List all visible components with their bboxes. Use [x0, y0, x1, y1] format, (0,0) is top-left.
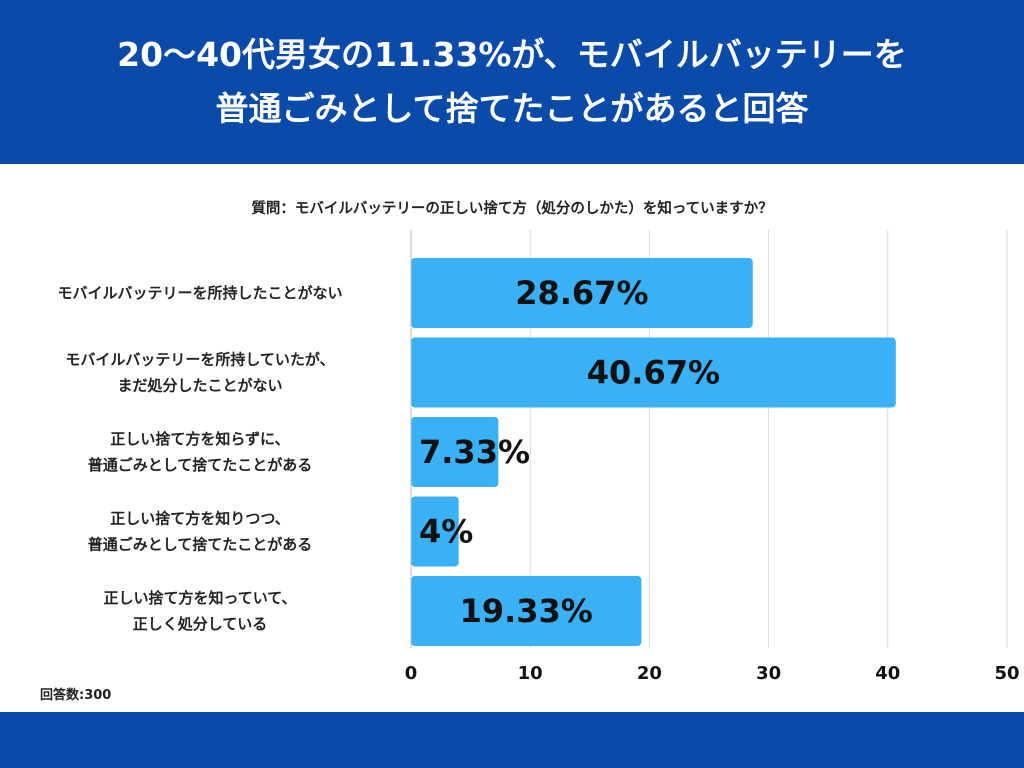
category-label: 正しい捨て方を知りつつ、	[110, 510, 290, 528]
category-label: 正しく処分している	[133, 615, 268, 633]
footer-band	[0, 712, 1024, 768]
x-tick-label: 30	[756, 663, 781, 684]
title-line-1: 20〜40代男女の11.33%が、モバイルバッテリーを	[117, 35, 907, 74]
category-label: モバイルバッテリーを所持していたが、	[65, 351, 334, 369]
bar-value-label: 19.33%	[460, 592, 593, 630]
x-tick-label: 40	[875, 663, 900, 684]
category-label: 普通ごみとして捨てたことがある	[88, 536, 313, 554]
x-tick-label: 50	[994, 663, 1019, 684]
bar-value-label: 40.67%	[587, 354, 720, 392]
x-tick-label: 0	[405, 663, 418, 684]
bar-value-label: 7.33%	[419, 433, 530, 471]
bar	[411, 337, 896, 408]
x-tick-label: 10	[518, 663, 543, 684]
category-label: まだ処分したことがない	[117, 377, 282, 395]
question-text: 質問：モバイルバッテリーの正しい捨て方（処分のしかた）を知っていますか？	[251, 201, 773, 217]
respondent-count: 回答数:300	[40, 688, 112, 703]
bar	[411, 258, 753, 328]
x-tick-label: 20	[637, 663, 662, 684]
title-line-2: 普通ごみとして捨てたことがあると回答	[215, 89, 809, 128]
category-label: 普通ごみとして捨てたことがある	[88, 456, 313, 474]
bar-value-label: 28.67%	[515, 274, 648, 312]
bar-value-label: 4%	[419, 513, 473, 551]
category-label: 正しい捨て方を知らずに、	[110, 430, 289, 448]
bar	[411, 496, 459, 567]
bar	[411, 576, 642, 646]
header-banner: 20〜40代男女の11.33%が、モバイルバッテリーを 普通ごみとして捨てたこと…	[0, 0, 1024, 164]
bar	[411, 417, 499, 487]
category-label: モバイルバッテリーを所持したことがない	[57, 284, 342, 302]
category-label: 正しい捨て方を知っていて、	[103, 589, 296, 607]
